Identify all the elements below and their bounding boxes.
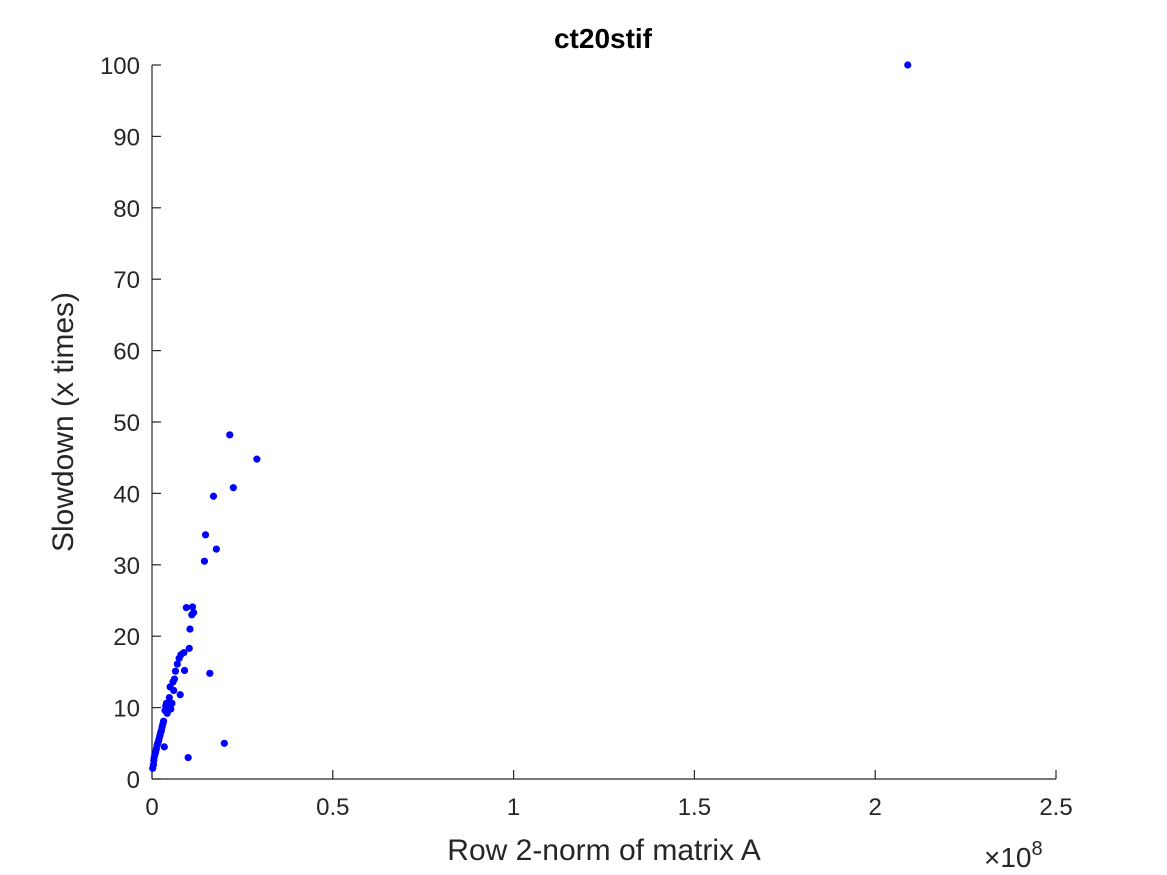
data-point [188,603,197,611]
x-axis-label: Row 2-norm of matrix A [447,834,760,867]
data-point [220,739,228,747]
data-point [160,743,168,751]
data-point [201,531,210,539]
data-point [229,484,237,492]
data-point [170,675,179,683]
x-tick-label: 0.5 [316,794,349,821]
x-exponent-power: 8 [1032,838,1043,860]
y-tick-label: 60 [113,339,140,366]
x-tick-label: 2.5 [1039,794,1072,821]
y-tick-label: 80 [113,196,140,223]
y-tick-label: 100 [100,53,140,80]
data-point [186,625,194,633]
y-ticks: 0 10 20 30 40 50 60 70 80 90 100 [100,53,161,794]
x-ticks: 0 0.5 1 1.5 2 2.5 [145,770,1073,821]
data-point [206,669,214,677]
x-exponent-label: ×108 [984,838,1043,873]
y-axis-label: Slowdown (x times) [47,292,80,552]
y-tick-label: 10 [113,696,140,723]
y-tick-label: 40 [113,481,140,508]
data-point [180,649,188,657]
y-tick-label: 50 [113,410,140,437]
data-point [200,557,209,565]
data-point [171,667,180,675]
data-point [189,609,198,617]
data-point [184,753,192,762]
x-tick-label: 1 [507,794,520,821]
data-point [176,691,184,699]
y-tick-label: 90 [113,124,140,151]
data-point [904,61,912,69]
chart-title: ct20stif [554,23,653,54]
data-point [170,686,178,695]
y-tick-label: 20 [113,624,140,651]
x-tick-label: 2 [869,794,882,821]
data-point [173,660,181,668]
axes [151,65,1056,780]
x-tick-label: 0 [145,794,158,821]
x-tick-label: 1.5 [678,794,711,821]
data-point [182,604,190,612]
y-tick-label: 70 [113,267,140,294]
data-point [167,705,175,713]
data-point [212,545,220,553]
data-point [226,431,234,439]
data-point [253,455,261,463]
data-points [149,61,912,772]
y-tick-label: 0 [127,767,140,794]
data-point [165,694,173,702]
data-point [159,717,168,725]
data-point [180,666,189,675]
x-exponent-base: ×10 [984,842,1032,873]
y-tick-label: 30 [113,553,140,580]
data-point [185,644,193,652]
data-point [209,492,218,500]
data-point [168,699,176,707]
